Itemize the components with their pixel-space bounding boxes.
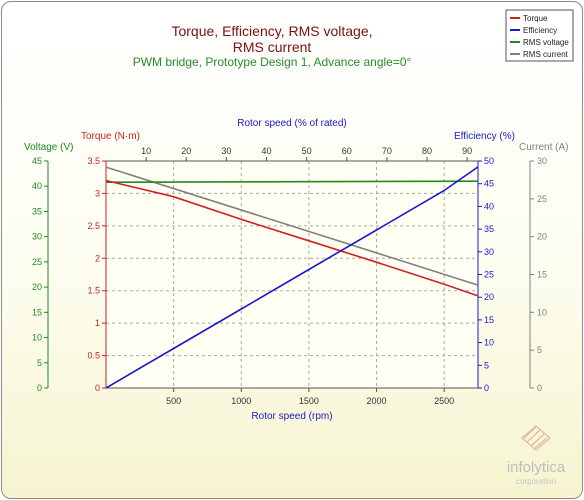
series-line-rms-voltage	[105, 180, 479, 183]
series-line-rms-current	[105, 166, 479, 286]
chart-title-line2: RMS current	[233, 39, 312, 55]
efficiency-axis-tick-label: 0	[484, 383, 489, 393]
legend-label: Efficiency	[523, 26, 557, 35]
voltage-axis-tick-label: 45	[32, 156, 42, 166]
torque-axis-tick-label: 3	[95, 188, 100, 198]
x2-axis-tick-label: 30	[221, 146, 231, 156]
legend: Torque Efficiency RMS voltage RMS current	[505, 9, 574, 62]
chart-subtitle: PWM bridge, Prototype Design 1, Advance …	[133, 55, 412, 69]
voltage-axis-title: Voltage (V)	[24, 142, 73, 153]
torque-axis-tick-label: 0	[95, 383, 100, 393]
current-axis-tick-label: 10	[537, 307, 547, 317]
voltage-axis-tick-label: 0	[37, 383, 42, 393]
efficiency-axis-tick-label: 45	[484, 179, 494, 189]
brand-tagline: corporation	[516, 477, 556, 486]
current-axis-tick-label: 15	[537, 270, 547, 280]
efficiency-axis-tick-label: 20	[484, 292, 494, 302]
torque-axis-tick-label: 1	[95, 318, 100, 328]
series-line-torque	[105, 179, 479, 297]
torque-axis-tick-label: 3.5	[87, 156, 100, 166]
efficiency-axis-tick-label: 35	[484, 224, 494, 234]
x-axis-tick-label: 1500	[299, 396, 319, 406]
x2-axis-tick-label: 50	[302, 146, 312, 156]
current-axis-tick-label: 20	[537, 232, 547, 242]
brand-name: infolytica	[507, 459, 566, 476]
torque-axis-tick-label: 2	[95, 253, 100, 263]
brand-logo-icon	[521, 425, 551, 451]
current-axis-tick-label: 30	[537, 156, 547, 166]
legend-label: RMS voltage	[523, 38, 569, 47]
voltage-axis-tick-label: 10	[32, 333, 42, 343]
x2-axis-tick-label: 20	[181, 146, 191, 156]
efficiency-axis-tick-label: 50	[484, 156, 494, 166]
voltage-axis-tick-label: 30	[32, 232, 42, 242]
torque-axis-tick-label: 2.5	[87, 221, 100, 231]
voltage-axis-tick-label: 40	[32, 181, 42, 191]
x-axis-tick-label: 2000	[367, 396, 387, 406]
legend-label: RMS current	[523, 50, 569, 59]
voltage-axis-tick-label: 5	[37, 358, 42, 368]
torque-axis-tick-label: 0.5	[87, 351, 100, 361]
efficiency-axis-tick-label: 25	[484, 270, 494, 280]
torque-axis-title: Torque (N·m)	[81, 131, 140, 142]
legend-label: Torque	[523, 14, 548, 23]
efficiency-axis-title: Efficiency (%)	[454, 131, 515, 142]
current-axis-tick-label: 0	[537, 383, 542, 393]
plot-area	[106, 161, 478, 388]
current-axis-tick-label: 5	[537, 345, 542, 355]
torque-axis-tick-label: 1.5	[87, 286, 100, 296]
x-axis-tick-label: 500	[166, 396, 181, 406]
x2-axis-tick-label: 80	[422, 146, 432, 156]
x2-axis-tick-label: 40	[262, 146, 272, 156]
efficiency-axis-tick-label: 10	[484, 338, 494, 348]
x2-axis-title: Rotor speed (% of rated)	[237, 118, 347, 129]
x2-axis-tick-label: 90	[462, 146, 472, 156]
series-lines	[105, 166, 479, 389]
voltage-axis-tick-label: 15	[32, 307, 42, 317]
efficiency-axis-tick-label: 5	[484, 360, 489, 370]
current-axis-title: Current (A)	[519, 142, 568, 153]
x2-axis-tick-label: 60	[342, 146, 352, 156]
efficiency-axis-tick-label: 40	[484, 201, 494, 211]
efficiency-axis-tick-label: 30	[484, 247, 494, 257]
series-line-efficiency	[105, 166, 479, 389]
chart-title-line1: Torque, Efficiency, RMS voltage,	[171, 23, 372, 39]
voltage-axis-tick-label: 25	[32, 257, 42, 267]
efficiency-axis-tick-label: 15	[484, 315, 494, 325]
x-axis-tick-label: 1000	[231, 396, 251, 406]
x-axis-tick-label: 2500	[434, 396, 454, 406]
x2-axis-tick-label: 10	[141, 146, 151, 156]
voltage-axis-tick-label: 35	[32, 206, 42, 216]
current-axis-tick-label: 25	[537, 194, 547, 204]
x-axis-title: Rotor speed (rpm)	[251, 411, 332, 422]
voltage-axis-tick-label: 20	[32, 282, 42, 292]
x2-axis-tick-label: 70	[382, 146, 392, 156]
